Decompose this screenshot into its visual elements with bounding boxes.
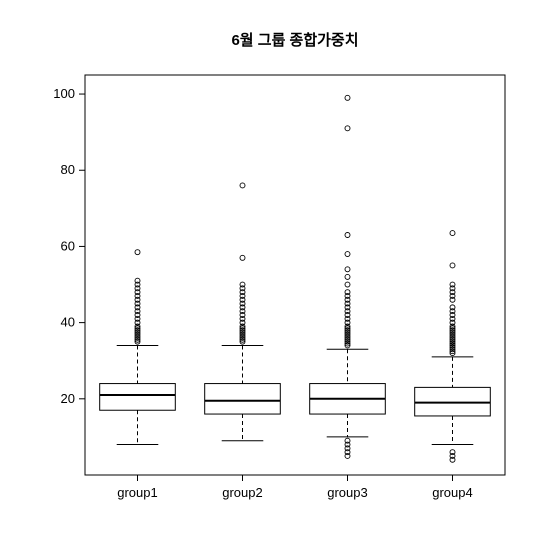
y-tick-label: 100 [53, 86, 75, 101]
chart-title: 6월 그룹 종합가중치 [231, 32, 358, 49]
y-tick-label: 80 [61, 162, 75, 177]
x-tick-label: group4 [432, 485, 472, 500]
y-tick-label: 20 [61, 391, 75, 406]
boxplot-chart: 6월 그룹 종합가중치 20 40 60 80 100 group1 group2 group3… [0, 0, 557, 552]
x-tick-label: group2 [222, 485, 262, 500]
y-tick-label: 60 [61, 238, 75, 253]
x-tick-label: group1 [117, 485, 157, 500]
y-tick-label: 40 [61, 315, 75, 330]
x-tick-label: group3 [327, 485, 367, 500]
